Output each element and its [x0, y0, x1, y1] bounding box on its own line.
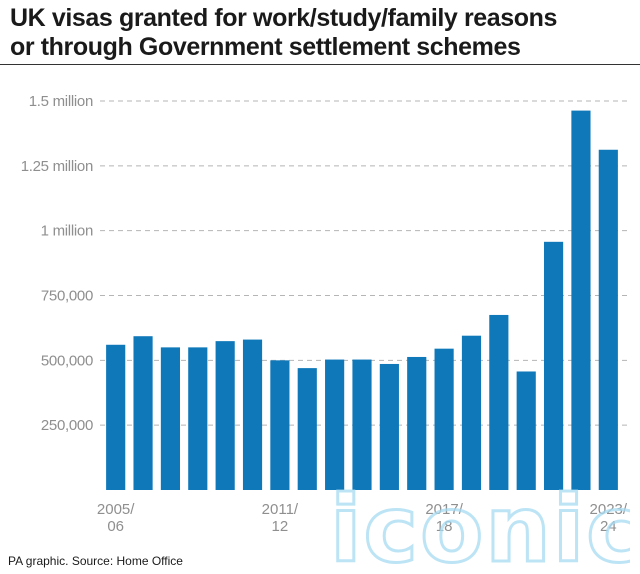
iconic-watermark-logo: iconic [330, 475, 630, 571]
x-tick-label: 2011/12 [262, 501, 299, 535]
y-tick-label: 1 million [41, 223, 93, 240]
bar-2015/16 [379, 363, 399, 490]
bar-2021/22 [544, 241, 564, 490]
y-tick-label: 1.5 million [29, 93, 93, 110]
bar-2017/18 [434, 348, 454, 490]
bar-2020/21 [516, 371, 536, 490]
bar-2014/15 [352, 359, 372, 490]
y-tick-label: 500,000 [41, 352, 93, 369]
bar-2022/23 [571, 110, 591, 490]
x-tick-label: 2023/24 [590, 501, 628, 535]
bar-2023/24 [598, 149, 618, 490]
bar-2005/06 [106, 344, 126, 490]
y-tick-label: 1.25 million [21, 158, 93, 175]
bar-2010/11 [242, 339, 263, 490]
bar-2012/13 [297, 368, 317, 490]
x-tick-label: 2017/18 [425, 501, 463, 535]
y-tick-label: 750,000 [41, 288, 93, 305]
bar-2016/17 [407, 356, 427, 490]
svg-text:iconic: iconic [330, 476, 630, 571]
bar-2008/09 [188, 347, 208, 490]
bar-2009/10 [215, 341, 235, 490]
title-line-2: or through Government settlement schemes [10, 33, 521, 61]
x-tick-label: 2005/06 [97, 501, 135, 535]
bar-chart: 250,000 500,000 750,000 1 million 1.25 milli… [21, 93, 630, 535]
title-line-1: UK visas granted for work/study/family r… [10, 4, 558, 32]
bar-2006/07 [133, 336, 153, 490]
chart-title: UK visas granted for work/study/family r… [10, 4, 635, 62]
bar-2013/14 [325, 359, 345, 490]
bar-2007/08 [160, 347, 180, 490]
bar-2011/12 [270, 360, 290, 490]
y-tick-label: 250,000 [41, 417, 93, 434]
bar-2019/20 [489, 314, 509, 490]
source-note: PA graphic. Source: Home Office [8, 554, 183, 568]
title-divider [0, 64, 640, 65]
bar-2018/19 [461, 335, 482, 490]
